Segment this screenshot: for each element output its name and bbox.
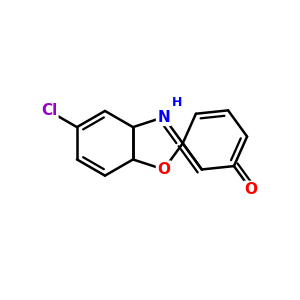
Text: N: N (158, 110, 170, 124)
Text: Cl: Cl (41, 103, 57, 118)
Text: O: O (244, 182, 258, 197)
Text: O: O (157, 162, 170, 177)
Text: H: H (172, 96, 182, 110)
